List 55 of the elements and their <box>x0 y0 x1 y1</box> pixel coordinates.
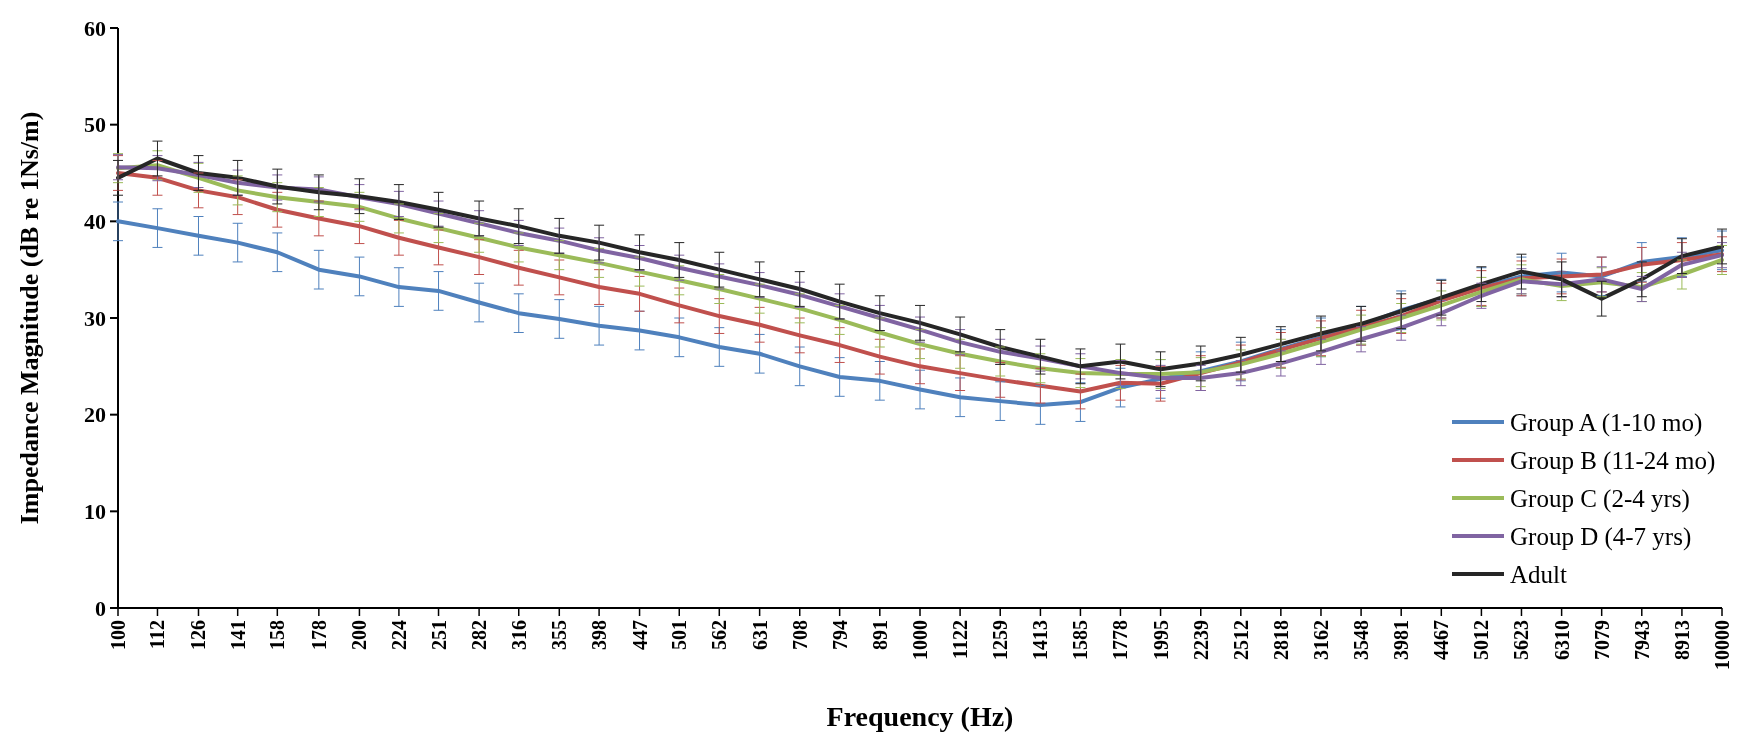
x-tick-label: 708 <box>788 620 811 650</box>
x-tick-label: 112 <box>146 620 169 649</box>
x-tick-label: 200 <box>348 620 371 650</box>
x-tick-label: 2818 <box>1269 620 1292 660</box>
y-tick-label: 10 <box>84 499 106 525</box>
y-tick-label: 20 <box>84 402 106 428</box>
x-tick-label: 2239 <box>1189 620 1212 660</box>
legend-label: Group C (2-4 yrs) <box>1510 484 1690 513</box>
y-tick-label: 40 <box>84 209 106 235</box>
y-axis-title: Impedance Magnitude (dB re 1Ns/m) <box>15 111 44 525</box>
x-tick-label: 100 <box>107 620 129 650</box>
x-tick-label: 8913 <box>1670 620 1693 660</box>
x-tick-label: 224 <box>387 620 410 650</box>
x-tick-label: 1413 <box>1029 620 1052 660</box>
x-axis-title: Frequency (Hz) <box>826 701 1014 732</box>
x-tick-label: 1585 <box>1069 620 1092 660</box>
x-tick-label: 1122 <box>949 620 972 659</box>
legend-label: Adult <box>1510 560 1567 588</box>
x-tick-label: 282 <box>468 620 491 650</box>
y-tick-label: 0 <box>95 595 106 621</box>
y-tick-label: 30 <box>84 305 106 331</box>
x-tick-label: 501 <box>668 620 691 650</box>
x-tick-label: 3162 <box>1309 620 1332 660</box>
x-tick-label: 2512 <box>1229 620 1252 660</box>
x-tick-label: 158 <box>266 620 289 650</box>
y-tick-label: 50 <box>84 112 106 138</box>
x-tick-label: 5012 <box>1470 620 1493 660</box>
x-tick-label: 562 <box>708 620 731 650</box>
x-tick-label: 3548 <box>1350 620 1373 660</box>
x-tick-label: 178 <box>307 620 330 650</box>
x-tick-label: 794 <box>828 620 851 650</box>
x-tick-label: 7079 <box>1590 620 1613 660</box>
x-tick-label: 1995 <box>1149 620 1172 660</box>
legend-label: Group D (4-7 yrs) <box>1510 522 1692 551</box>
x-tick-label: 251 <box>427 620 450 650</box>
x-tick-label: 7943 <box>1630 620 1653 660</box>
legend-label: Group A (1-10 mo) <box>1510 408 1703 437</box>
x-tick-label: 3981 <box>1390 620 1413 660</box>
x-tick-label: 5623 <box>1510 620 1533 660</box>
x-tick-label: 891 <box>868 620 891 650</box>
x-tick-label: 447 <box>628 620 651 650</box>
x-tick-label: 141 <box>226 620 249 650</box>
legend-label: Group B (11-24 mo) <box>1510 446 1716 475</box>
x-tick-label: 6310 <box>1550 620 1573 660</box>
x-tick-label: 126 <box>187 620 210 650</box>
x-tick-label: 4467 <box>1430 620 1453 660</box>
x-tick-label: 631 <box>748 620 771 650</box>
y-tick-label: 60 <box>84 15 106 41</box>
x-tick-label: 355 <box>548 620 571 650</box>
x-tick-label: 1000 <box>909 620 931 660</box>
x-tick-label: 1259 <box>989 620 1012 660</box>
x-tick-label: 316 <box>507 620 530 650</box>
x-tick-label: 398 <box>588 620 611 650</box>
x-tick-label: 1778 <box>1109 620 1132 660</box>
x-tick-label: 10000 <box>1711 620 1733 670</box>
